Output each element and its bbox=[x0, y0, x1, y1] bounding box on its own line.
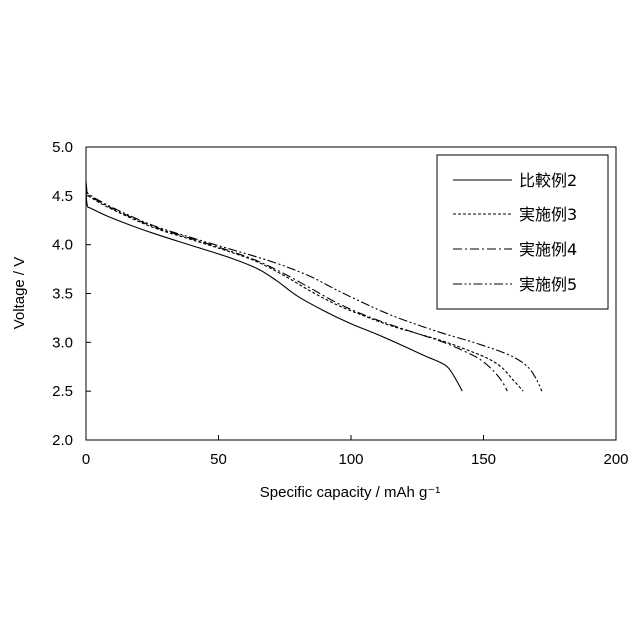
y-tick-label: 5.0 bbox=[52, 139, 73, 156]
y-tick-label: 2.5 bbox=[52, 383, 73, 400]
x-tick-label: 200 bbox=[603, 451, 628, 468]
legend-label-2: 実施例3 bbox=[519, 205, 577, 224]
x-tick-label: 50 bbox=[210, 451, 227, 468]
y-tick-label: 2.0 bbox=[52, 432, 73, 449]
y-tick-label: 4.0 bbox=[52, 237, 73, 254]
x-tick-label: 150 bbox=[471, 451, 496, 468]
y-tick-label: 3.0 bbox=[52, 334, 73, 351]
x-tick-label: 0 bbox=[82, 451, 90, 468]
legend-label-3: 実施例4 bbox=[519, 240, 577, 259]
legend-label-4: 実施例5 bbox=[519, 275, 577, 294]
y-tick-label: 4.5 bbox=[52, 188, 73, 205]
y-axis-title: Voltage / V bbox=[11, 257, 28, 330]
x-axis-title: Specific capacity / mAh g⁻¹ bbox=[260, 484, 440, 501]
legend-label-1: 比較例2 bbox=[519, 171, 577, 190]
y-tick-label: 3.5 bbox=[52, 286, 73, 303]
x-tick-label: 100 bbox=[338, 451, 363, 468]
